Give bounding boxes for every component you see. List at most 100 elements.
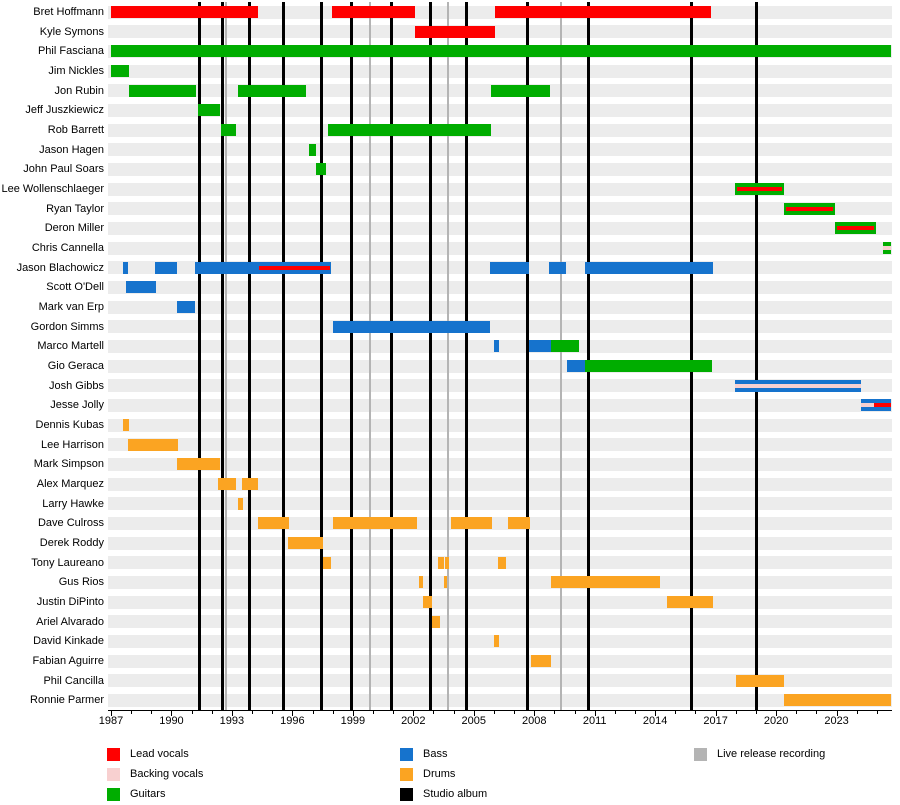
- x-minor-tick: [211, 711, 213, 714]
- timeline-bar-drums: [288, 537, 323, 550]
- timeline-bar-drums: [551, 576, 661, 589]
- member-label: Ronnie Parmer: [30, 694, 104, 707]
- x-minor-tick: [554, 711, 556, 714]
- row-band: [108, 339, 892, 353]
- studio-album-line: [465, 2, 469, 710]
- timeline-bar-bass: [584, 261, 713, 274]
- member-label: Marco Martell: [37, 340, 104, 353]
- row-band: [108, 418, 892, 432]
- member-label: Phil Cancilla: [43, 674, 104, 687]
- member-label: Kyle Symons: [39, 25, 104, 38]
- legend-swatch-studio_album: [400, 788, 413, 801]
- studio-album-line: [389, 2, 393, 710]
- legend-label: Backing vocals: [130, 768, 204, 780]
- row-band: [108, 221, 892, 235]
- x-tick-label: 2011: [582, 715, 607, 727]
- row-band: [108, 25, 892, 39]
- x-minor-tick: [695, 711, 697, 714]
- live-release-line: [560, 2, 563, 710]
- studio-album-line: [198, 2, 202, 710]
- row-band: [108, 143, 892, 157]
- x-minor-tick: [856, 711, 858, 714]
- timeline-bar-guitars: [327, 124, 491, 137]
- timeline-bar-drums: [419, 576, 424, 589]
- member-label: Fabian Aguirre: [32, 655, 104, 668]
- x-tick-label: 2017: [703, 715, 728, 727]
- x-minor-tick: [755, 711, 757, 714]
- x-minor-tick: [373, 711, 374, 714]
- timeline-bar-bass: [529, 340, 552, 353]
- x-major-tick: [231, 711, 233, 716]
- studio-album-line: [221, 2, 225, 710]
- row-band: [108, 280, 892, 294]
- member-label: Gus Rios: [58, 576, 104, 589]
- x-major-tick: [715, 711, 717, 716]
- member-label: Jason Hagen: [39, 143, 104, 156]
- legend-swatch-live_release: [694, 748, 707, 761]
- legend-label: Live release recording: [717, 748, 826, 760]
- x-major-tick: [473, 711, 475, 716]
- member-label: Josh Gibbs: [48, 379, 104, 392]
- row-band: [108, 693, 892, 707]
- x-tick-label: 1993: [219, 715, 245, 727]
- timeline-bar-drums: [423, 596, 433, 609]
- timeline-bar-guitars: [220, 124, 236, 137]
- timeline-overlay-lead_vocals: [786, 206, 833, 211]
- live-release-line: [368, 2, 371, 710]
- member-label: Jim Nickles: [48, 65, 104, 77]
- x-minor-tick: [332, 711, 334, 714]
- studio-album-line: [525, 2, 529, 710]
- timeline-bar-drums: [322, 556, 331, 569]
- x-major-tick: [836, 711, 838, 716]
- member-label: Mark Simpson: [33, 458, 104, 471]
- member-label: Lee Harrison: [41, 438, 104, 451]
- member-label: Mark van Erp: [38, 301, 104, 314]
- timeline-bar-guitars: [490, 84, 551, 97]
- x-minor-tick: [191, 711, 193, 714]
- live-release-line: [446, 2, 449, 710]
- legend-swatch-drums: [400, 768, 413, 781]
- timeline-bar-drums: [258, 517, 290, 530]
- member-label: Larry Hawke: [42, 497, 104, 510]
- timeline-overlay-backing_vocals: [860, 403, 874, 408]
- timeline-bar-guitars: [197, 104, 220, 117]
- studio-album-line: [281, 2, 285, 710]
- timeline-bar-guitars: [315, 163, 326, 176]
- x-minor-tick: [816, 711, 818, 714]
- x-tick-label: 1996: [280, 715, 305, 727]
- x-major-tick: [655, 711, 657, 716]
- member-label: Chris Cannella: [31, 242, 104, 255]
- x-tick-label: 2002: [401, 715, 426, 727]
- x-minor-tick: [574, 711, 576, 714]
- timeline-bar-bass: [155, 261, 178, 274]
- timeline-bar-drums: [508, 517, 531, 530]
- member-label: Jeff Juszkiewicz: [25, 104, 104, 117]
- timeline-bar-drums: [332, 517, 418, 530]
- row-band: [108, 123, 892, 137]
- x-major-tick: [413, 711, 415, 716]
- x-major-tick: [776, 711, 778, 716]
- timeline-bar-drums: [667, 596, 713, 609]
- row-band: [108, 575, 892, 589]
- x-minor-tick: [433, 711, 435, 714]
- studio-album-line: [320, 2, 324, 710]
- x-minor-tick: [272, 711, 274, 714]
- x-minor-tick: [735, 711, 737, 714]
- timeline-bar-guitars: [129, 84, 196, 97]
- timeline-bar-drums: [493, 635, 499, 648]
- timeline-bar-drums: [128, 438, 178, 451]
- x-major-tick: [352, 711, 354, 716]
- row-band: [108, 398, 892, 412]
- row-band: [108, 64, 892, 78]
- studio-album-line: [350, 2, 354, 710]
- row-band: [108, 103, 892, 117]
- x-axis-line: [108, 710, 892, 711]
- timeline-bar-drums: [497, 556, 507, 569]
- row-band: [108, 497, 892, 511]
- timeline-bar-guitars: [111, 45, 891, 58]
- legend-swatch-bass: [400, 748, 413, 761]
- member-label: Alex Marquez: [36, 478, 104, 491]
- legend-swatch-backing_vocals: [107, 768, 120, 781]
- timeline-overlay-lead_vocals: [836, 226, 874, 231]
- timeline-bar-drums: [432, 615, 440, 628]
